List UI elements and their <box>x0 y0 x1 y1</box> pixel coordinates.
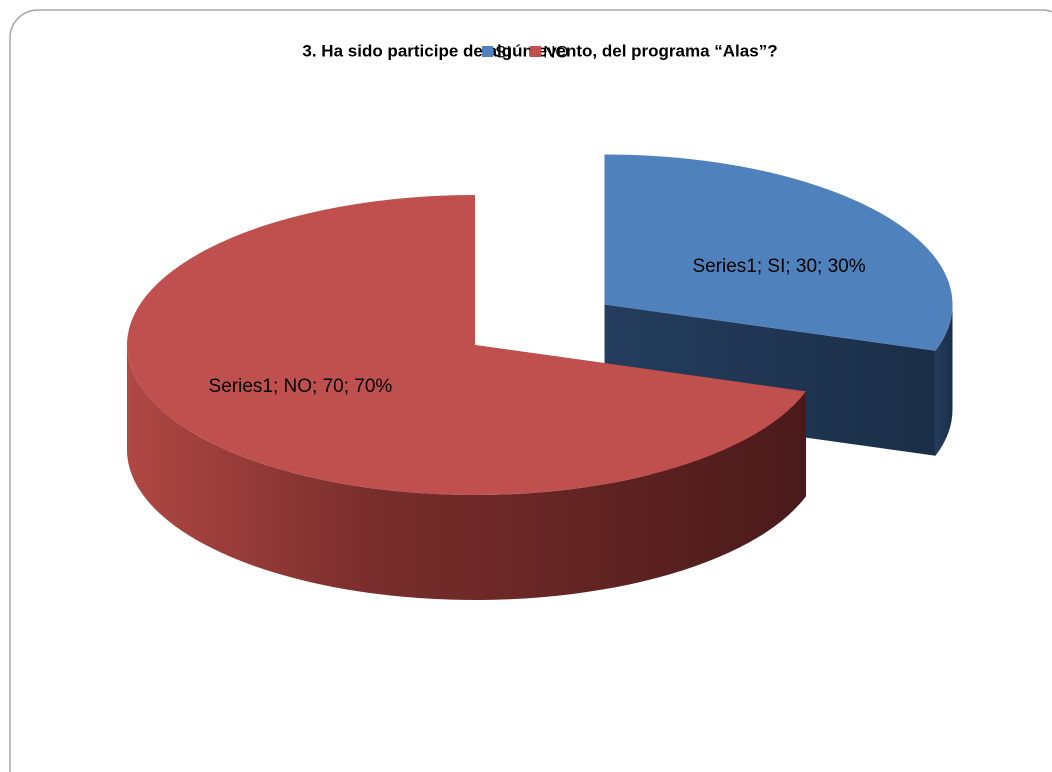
legend-swatch <box>482 46 493 57</box>
legend: SI NO <box>482 42 569 61</box>
data-label: Series1; SI; 30; 30% <box>692 255 866 277</box>
slice-side <box>935 304 953 456</box>
slice-side <box>127 345 806 600</box>
pie-slice <box>126 195 806 600</box>
pie <box>126 154 953 600</box>
slice-top <box>604 154 953 351</box>
data-label: Series1; NO; 70; 70% <box>208 375 393 397</box>
legend-swatch <box>530 46 542 57</box>
slice-top <box>126 195 806 496</box>
legend-label: SI <box>495 42 511 61</box>
legend-label: NO <box>543 42 569 61</box>
